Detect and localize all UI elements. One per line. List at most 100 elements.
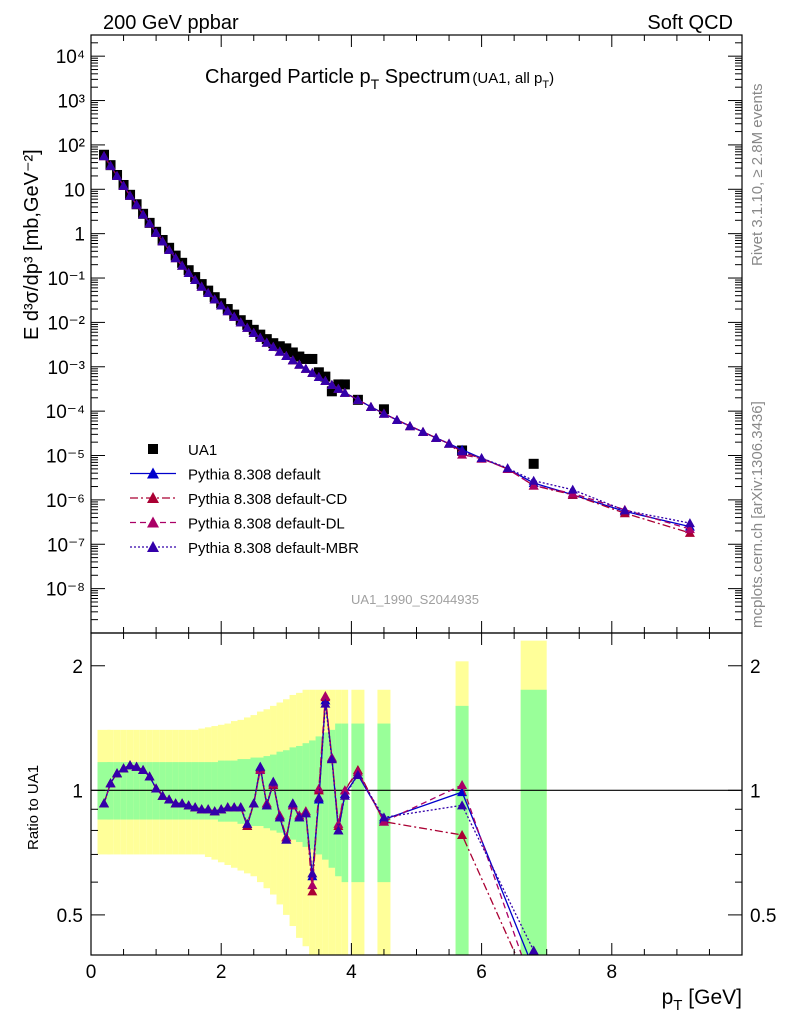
x-tick-label: 0	[86, 962, 97, 983]
legend-label: Pythia 8.308 default	[188, 467, 321, 484]
ratio-point	[274, 812, 285, 822]
header-right: Soft QCD	[647, 12, 733, 34]
main-point	[391, 415, 402, 425]
ratio-band-inner	[224, 760, 231, 822]
main-point	[684, 524, 695, 534]
ratio-band-inner	[217, 760, 225, 822]
ratio-band-inner	[341, 723, 349, 883]
ratio-band-inner	[289, 747, 297, 840]
ratio-point	[248, 798, 259, 808]
ratio-band-inner	[351, 723, 365, 883]
ratio-point	[378, 812, 389, 822]
ratio-band-inner	[328, 729, 336, 868]
main-point	[209, 294, 220, 304]
ratio-point	[157, 790, 168, 800]
y-tick-label: 10⁻²	[48, 313, 86, 334]
ratio-point	[118, 763, 129, 773]
x-tick-label: 8	[607, 962, 618, 983]
ratio-y-tick-label: 2	[72, 657, 83, 678]
ratio-point	[333, 818, 344, 828]
legend-entry-3: Pythia 8.308 default-DL	[130, 516, 345, 533]
main-ylabel: E d³σ/dp³ [mb,GeV⁻²]	[21, 149, 43, 340]
main-point	[235, 317, 246, 327]
main-point	[255, 332, 266, 342]
ratio-band-inner	[263, 756, 271, 829]
main-point	[476, 452, 487, 462]
main-point	[287, 355, 298, 365]
ratio-point	[131, 761, 142, 771]
main-point	[313, 371, 324, 381]
ratio-point	[287, 798, 298, 808]
ratio-point	[164, 794, 175, 804]
y-tick-label: 10³	[58, 92, 85, 113]
ratio-series-3	[99, 698, 539, 955]
ratio-band-inner	[520, 689, 547, 955]
main-point	[274, 341, 285, 352]
analysis-tag: UA1_1990_S2044935	[351, 592, 479, 607]
ratio-point	[177, 798, 188, 808]
main-point	[216, 300, 227, 310]
legend-marker	[147, 541, 159, 552]
ratio-y-tick-label: 0.5	[57, 906, 83, 927]
y-tick-label: 10⁻¹	[48, 269, 86, 290]
rivet-label: Rivet 3.1.10, ≥ 2.8M events	[749, 84, 766, 267]
ratio-band-inner	[283, 750, 290, 835]
main-point	[378, 408, 389, 418]
main-point	[339, 387, 350, 397]
ratio-line-3	[103, 703, 535, 951]
ratio-y-tick-label-right: 0.5	[750, 906, 776, 927]
legend-entry-4: Pythia 8.308 default-MBR	[130, 540, 359, 557]
main-point	[164, 244, 175, 254]
main-point	[339, 379, 350, 390]
ratio-point	[457, 780, 468, 790]
ratio-point	[313, 783, 324, 793]
main-point	[170, 253, 181, 263]
ratio-band-inner	[237, 759, 244, 824]
y-tick-label: 10⁻⁴	[46, 402, 85, 423]
y-tick-label: 1	[74, 225, 85, 246]
ratio-point	[307, 880, 318, 890]
legend-marker	[147, 516, 159, 528]
ratio-point	[307, 886, 318, 896]
ratio-point	[326, 754, 337, 764]
ratio-ylabel: Ratio to UA1	[25, 765, 42, 850]
main-point	[326, 379, 337, 389]
x-tick-label: 2	[216, 962, 227, 983]
main-point	[112, 170, 123, 180]
main-point	[404, 421, 415, 431]
ratio-band-inner	[230, 760, 238, 822]
ratio-point	[320, 691, 331, 701]
main-point	[444, 438, 455, 448]
ratio-point	[235, 802, 246, 812]
y-tick-label: 10⁻⁶	[46, 491, 85, 512]
main-point	[307, 353, 318, 364]
main-point	[567, 484, 578, 494]
ratio-band-inner	[309, 740, 316, 850]
ratio-band-inner	[302, 743, 310, 847]
header-left: 200 GeV ppbar	[103, 12, 239, 34]
ratio-point	[170, 798, 181, 808]
ratio-point	[339, 785, 350, 795]
legend-entry-0: UA1	[148, 442, 217, 459]
main-point	[183, 267, 194, 277]
legend-marker	[147, 492, 159, 503]
main-point	[274, 346, 285, 356]
ratio-band-inner	[250, 757, 258, 826]
ratio-point	[528, 945, 539, 955]
x-axis-label: pT [GeV]	[662, 986, 742, 1014]
ratio-point	[138, 764, 149, 774]
ratio-point	[457, 800, 468, 810]
main-point	[457, 446, 468, 456]
main-line-3	[103, 155, 691, 530]
main-point	[528, 475, 539, 485]
main-point	[281, 350, 292, 360]
main-point	[294, 359, 305, 369]
legend-label: Pythia 8.308 default-DL	[188, 516, 345, 533]
ratio-point	[229, 802, 240, 812]
main-point	[300, 363, 311, 373]
main-point	[619, 505, 630, 515]
y-tick-label: 10²	[58, 136, 85, 157]
ratio-point	[151, 783, 162, 793]
x-tick-label: 6	[476, 962, 487, 983]
legend: UA1 Pythia 8.308 default Pythia 8.308 defa…	[130, 442, 359, 557]
